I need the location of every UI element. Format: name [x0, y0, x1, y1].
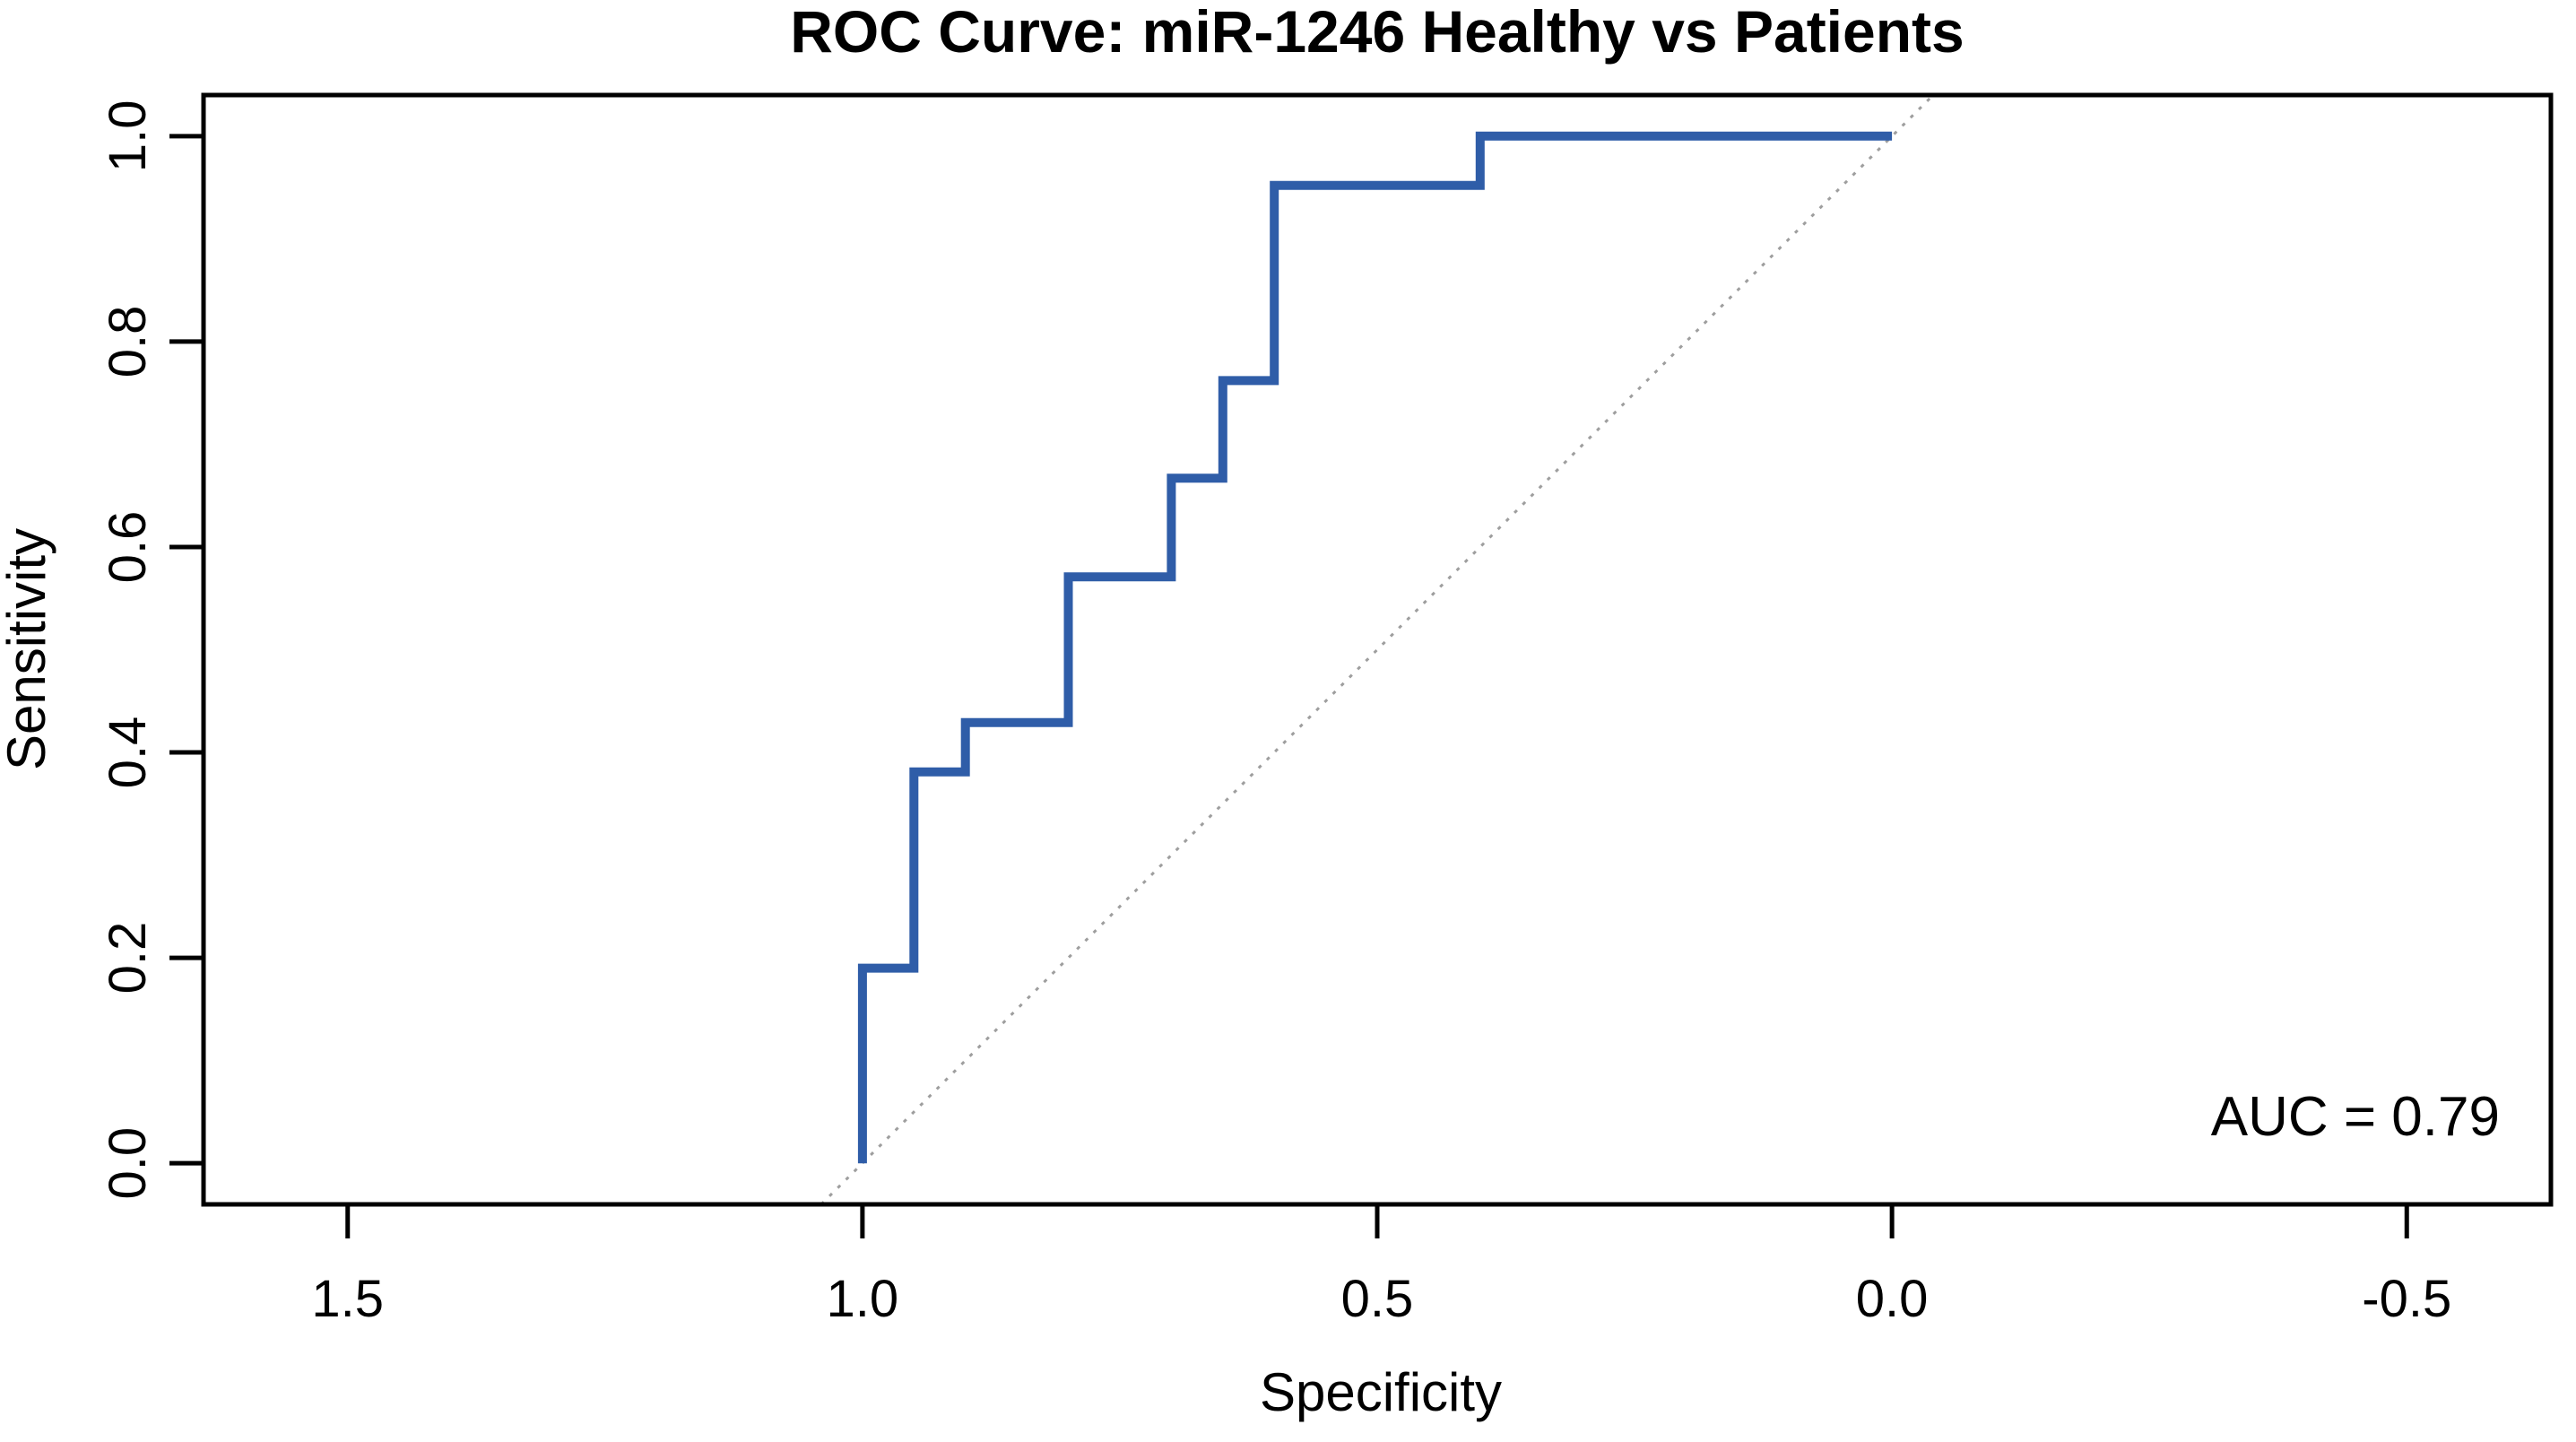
x-tick-label: 0.5	[1341, 1270, 1414, 1328]
y-tick-label: 0.8	[99, 306, 157, 378]
y-tick-label: 0.2	[99, 922, 157, 995]
x-tick-label: 1.0	[827, 1270, 899, 1328]
auc-annotation: AUC = 0.79	[2210, 1085, 2500, 1148]
x-axis-label: Specificity	[1259, 1362, 1503, 1422]
roc-curve-line	[857, 131, 1893, 1164]
y-axis-label: Sensitivity	[0, 527, 56, 771]
x-tick-label: 1.5	[311, 1270, 384, 1328]
y-tick-label: 0.6	[99, 511, 157, 584]
x-tick-label: -0.5	[2362, 1270, 2451, 1328]
chance-diagonal-line	[820, 93, 1935, 1206]
plot-border	[201, 92, 2554, 1207]
chart-title: ROC Curve: miR-1246 Healthy vs Patients	[790, 0, 1965, 65]
y-tick-label: 0.0	[99, 1127, 157, 1200]
x-tick-label: 0.0	[1856, 1270, 1929, 1328]
y-tick-label: 0.4	[99, 717, 157, 789]
y-tick-label: 1.0	[99, 100, 157, 172]
